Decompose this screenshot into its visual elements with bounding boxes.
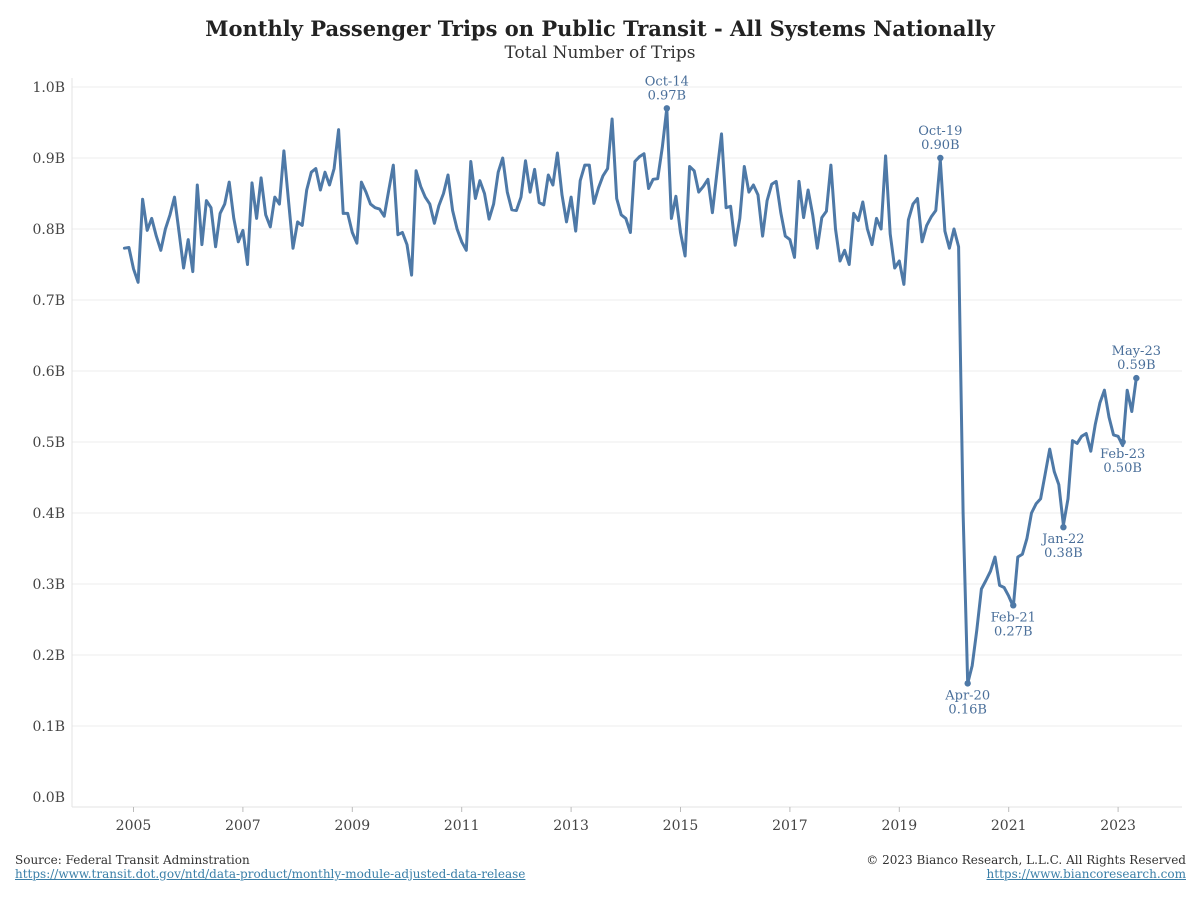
x-tick-label: 2005: [116, 818, 152, 834]
y-tick-label: 0.4B: [32, 506, 65, 522]
annotation-value: 0.38B: [1044, 546, 1083, 561]
annotation-date: Apr-20: [944, 688, 990, 703]
x-tick-label: 2017: [772, 818, 808, 834]
source-text: Source: Federal Transit Adminstration: [15, 853, 250, 867]
copyright-text: © 2023 Bianco Research, L.L.C. All Right…: [866, 853, 1186, 867]
annotation-value: 0.59B: [1117, 358, 1156, 373]
annotation-date: Oct-19: [918, 124, 962, 139]
y-tick-label: 0.9B: [32, 151, 65, 167]
x-tick-label: 2015: [663, 818, 699, 834]
annotation-value: 0.16B: [948, 702, 987, 717]
annotation-date: Jan-22: [1040, 532, 1084, 547]
chart-title: Monthly Passenger Trips on Public Transi…: [205, 16, 995, 41]
annotations: Oct-140.97BOct-190.90BApr-200.16BFeb-210…: [645, 74, 1161, 717]
annotation-value: 0.97B: [648, 88, 687, 103]
axes: 0.0B 0.1B 0.2B 0.3B 0.4B 0.5B 0.6B 0.7B 0.8B 0.9B…: [32, 78, 1182, 834]
annotation-value: 0.27B: [994, 624, 1033, 639]
series-line: [122, 106, 1138, 685]
annotation-date: Feb-23: [1100, 447, 1145, 462]
x-tick-label: 2013: [553, 818, 589, 834]
annotation-marker: [663, 105, 671, 112]
y-tick-label: 0.6B: [32, 364, 65, 380]
annotation-marker: [964, 680, 971, 687]
source-link[interactable]: https://www.transit.dot.gov/ntd/data-pro…: [15, 867, 526, 881]
series-layer: [122, 106, 1138, 685]
x-tick-label: 2021: [991, 818, 1027, 834]
annotation-date: Oct-14: [645, 74, 689, 89]
y-tick-label: 0.5B: [32, 435, 65, 451]
y-tick-label: 0.7B: [32, 293, 65, 309]
annotation-value: 0.90B: [921, 138, 960, 153]
annotation-marker: [937, 154, 944, 162]
annotation-date: Feb-21: [991, 610, 1036, 625]
footer-copyright: © 2023 Bianco Research, L.L.C. All Right…: [866, 853, 1186, 881]
y-tick-label: 0.2B: [32, 648, 65, 664]
y-tick-label: 0.8B: [32, 222, 65, 238]
y-tick-label: 0.1B: [32, 719, 65, 735]
annotation-date: May-23: [1112, 344, 1161, 359]
gridlines: [72, 86, 1182, 727]
y-tick-label: 0.3B: [32, 577, 65, 593]
annotation-value: 0.50B: [1103, 461, 1142, 476]
footer-source: Source: Federal Transit Adminstration ht…: [15, 853, 525, 881]
x-tick-label: 2023: [1100, 818, 1136, 834]
annotation-marker: [1010, 602, 1017, 609]
y-tick-label: 1.0B: [32, 80, 65, 96]
y-tick-label: 0.0B: [32, 790, 65, 806]
annotation-marker: [1133, 374, 1140, 382]
x-tick-label: 2011: [444, 818, 480, 834]
annotation-marker: [1060, 524, 1067, 531]
chart-subtitle: Total Number of Trips: [504, 43, 696, 63]
website-link[interactable]: https://www.biancoresearch.com: [986, 867, 1186, 881]
x-tick-label: 2007: [225, 818, 261, 834]
annotation-marker: [1119, 438, 1126, 446]
x-tick-label: 2019: [881, 818, 917, 834]
x-tick-label: 2009: [334, 818, 370, 834]
